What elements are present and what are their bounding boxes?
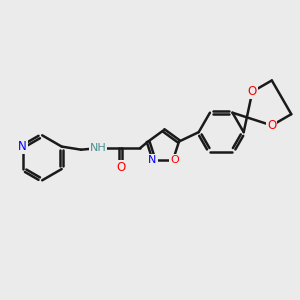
Text: O: O	[267, 119, 276, 132]
Text: N: N	[148, 155, 157, 165]
Text: O: O	[248, 85, 257, 98]
Text: N: N	[18, 140, 27, 153]
Text: O: O	[170, 155, 179, 165]
Text: NH: NH	[90, 143, 106, 153]
Text: O: O	[116, 161, 125, 174]
